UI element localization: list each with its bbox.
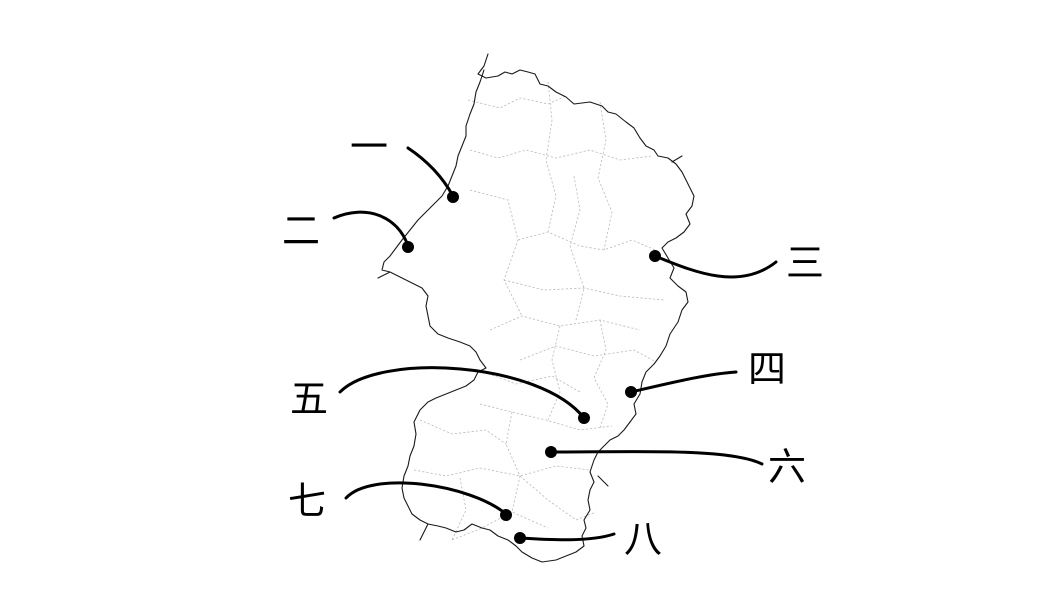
callout-label-8: 八 bbox=[624, 517, 662, 561]
anchor-dot bbox=[649, 250, 661, 262]
callout-label-3: 三 bbox=[786, 241, 824, 285]
callout-3: 三 bbox=[649, 241, 824, 285]
prefecture-outline bbox=[381, 53, 695, 563]
anchor-dot bbox=[514, 532, 526, 544]
callout-label-1: 一 bbox=[350, 125, 388, 169]
leader-line bbox=[332, 210, 410, 248]
anchor-dot bbox=[545, 446, 557, 458]
callout-label-2: 二 bbox=[282, 209, 320, 253]
leader-line bbox=[549, 450, 764, 466]
leader-line bbox=[518, 532, 616, 542]
callout-label-7: 七 bbox=[288, 479, 326, 523]
callout-2: 二 bbox=[282, 209, 414, 253]
leader-line bbox=[406, 146, 455, 198]
callout-8: 八 bbox=[514, 517, 662, 561]
anchor-dot bbox=[578, 412, 590, 424]
leader-line bbox=[338, 366, 586, 420]
callout-5: 五 bbox=[290, 366, 590, 424]
anchor-dot bbox=[447, 191, 459, 203]
leader-line bbox=[629, 370, 738, 394]
anchor-dot bbox=[625, 386, 637, 398]
anchor-dot bbox=[500, 509, 512, 521]
municipal-borders bbox=[413, 81, 665, 541]
outline-stubs bbox=[377, 155, 683, 541]
anchor-dot bbox=[402, 241, 414, 253]
leader-line bbox=[653, 254, 778, 279]
callout-label-4: 四 bbox=[748, 347, 786, 391]
callout-7: 七 bbox=[288, 479, 512, 523]
leader-line bbox=[344, 481, 508, 516]
callout-4: 四 bbox=[625, 347, 786, 398]
callout-1: 一 bbox=[350, 125, 459, 203]
callout-6: 六 bbox=[545, 445, 806, 489]
callout-label-6: 六 bbox=[768, 445, 806, 489]
callout-label-5: 五 bbox=[290, 377, 328, 421]
